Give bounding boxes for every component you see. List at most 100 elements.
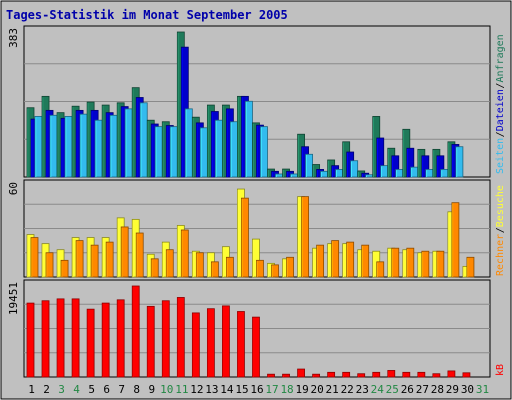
- x-tick-label: 19: [295, 383, 308, 396]
- bar-middle-rechner-day-30: [466, 256, 475, 278]
- x-tick-label: 29: [446, 383, 459, 396]
- bar-middle-rechner-day-11: [180, 229, 189, 278]
- x-tick-label: 24: [371, 383, 385, 396]
- x-tick-label: 9: [148, 383, 155, 396]
- bar-middle-rechner-day-13: [210, 261, 219, 278]
- panel-top: 383: [7, 25, 491, 178]
- bar-middle-rechner-day-29: [451, 202, 460, 278]
- bar-middle-besuche-day-16: [252, 238, 260, 278]
- bar-middle-rechner-day-17: [271, 264, 279, 278]
- bar-top-dateien-day-27: [421, 155, 430, 178]
- x-tick-label: 27: [416, 383, 429, 396]
- bar-middle-rechner-day-4: [75, 240, 84, 278]
- bar-middle-rechner-day-6: [105, 241, 114, 278]
- legend-separator: /: [495, 131, 506, 137]
- legend-entry-dateien: Dateien: [495, 89, 506, 131]
- bar-bottom-kb-day-22: [342, 371, 351, 378]
- bar-bottom-kb-day-6: [101, 302, 110, 378]
- legend-separator: /: [495, 227, 506, 233]
- x-axis: 1 2 3 4 5 6 7 8 9 10 11 12 13 14 15 16 17 18 19 20 21 22 23 24 2…: [28, 383, 489, 396]
- bar-top-dateien-day-26: [406, 147, 415, 178]
- bar-bottom-kb-day-28: [432, 373, 441, 378]
- legend-separator: /: [495, 83, 506, 89]
- bar-middle-rechner-day-28: [436, 250, 445, 278]
- bar-middle-rechner-day-7: [120, 226, 129, 278]
- bar-top-dateien-day-28: [436, 155, 445, 178]
- x-tick-label: 14: [220, 383, 234, 396]
- bar-middle-rechner-day-27: [421, 250, 430, 278]
- bar-middle-rechner-day-10: [165, 249, 174, 278]
- bar-middle-rechner-day-2: [45, 252, 54, 278]
- bar-bottom-kb-day-3: [56, 298, 65, 378]
- x-tick-label: 8: [133, 383, 140, 396]
- bar-middle-rechner-day-1: [30, 237, 39, 278]
- x-tick-label: 20: [311, 383, 324, 396]
- bar-bottom-kb-day-21: [327, 371, 336, 378]
- bar-bottom-kb-day-5: [86, 308, 95, 378]
- bar-bottom-kb-day-27: [417, 371, 426, 378]
- panel-bottom: 19451: [7, 279, 491, 378]
- panels-layer: 383 60 19451: [7, 25, 491, 378]
- bar-bottom-kb-day-18: [282, 373, 290, 378]
- bar-bottom-kb-day-16: [252, 316, 260, 378]
- bar-middle-rechner-day-21: [331, 240, 340, 278]
- legend-entry-besuche: Besuche: [495, 185, 506, 227]
- bar-middle-rechner-day-16: [256, 259, 264, 278]
- bar-middle-rechner-day-12: [195, 252, 204, 278]
- bar-middle-rechner-day-25: [391, 247, 400, 278]
- x-tick-label: 5: [88, 383, 95, 396]
- bar-bottom-kb-day-8: [131, 285, 140, 378]
- bar-middle-rechner-day-26: [406, 247, 415, 278]
- legend-entry-rechner: Rechner: [495, 234, 506, 276]
- legend-entry-anfragen: Anfragen: [495, 34, 506, 82]
- x-tick-label: 13: [205, 383, 218, 396]
- x-tick-label: 22: [341, 383, 354, 396]
- bar-bottom-kb-day-20: [312, 373, 321, 378]
- bar-middle-rechner-day-22: [346, 241, 355, 278]
- panel-middle: 60: [7, 179, 491, 278]
- bar-bottom-kb-day-9: [146, 305, 155, 378]
- x-tick-label: 18: [280, 383, 293, 396]
- bar-middle-rechner-day-3: [60, 259, 69, 278]
- bar-top-dateien-day-24: [376, 137, 385, 178]
- x-tick-label: 16: [250, 383, 263, 396]
- x-tick-label: 10: [160, 383, 173, 396]
- bar-top-seiten-day-16: [260, 126, 268, 178]
- bar-bottom-kb-day-10: [161, 300, 170, 378]
- bar-middle-rechner-day-20: [316, 244, 325, 278]
- panel-middle-ymax-label: 60: [7, 182, 20, 195]
- x-tick-label: 30: [461, 383, 474, 396]
- bar-bottom-kb-day-7: [116, 299, 125, 378]
- x-tick-label: 12: [190, 383, 203, 396]
- bar-middle-rechner-day-18: [286, 256, 294, 278]
- x-tick-label: 28: [431, 383, 444, 396]
- bar-bottom-kb-day-2: [41, 300, 50, 378]
- x-tick-label: 1: [28, 383, 35, 396]
- bar-bottom-kb-day-23: [357, 373, 366, 378]
- panel-bottom-ymax-label: 19451: [7, 282, 20, 315]
- panel-top-ymax-label: 383: [7, 28, 20, 48]
- x-tick-label: 6: [103, 383, 110, 396]
- bar-middle-rechner-day-19: [301, 196, 309, 278]
- bar-bottom-kb-day-1: [26, 302, 35, 378]
- legend-entry-seiten: Seiten: [495, 138, 506, 174]
- bar-bottom-kb-day-25: [387, 370, 396, 378]
- bar-middle-rechner-day-9: [150, 258, 159, 278]
- x-tick-label: 26: [401, 383, 414, 396]
- x-tick-label: 2: [43, 383, 50, 396]
- x-tick-label: 11: [175, 383, 188, 396]
- bar-bottom-kb-day-11: [176, 297, 185, 378]
- bar-middle-rechner-day-14: [226, 256, 234, 278]
- bar-bottom-kb-day-4: [71, 298, 80, 378]
- bar-top-seiten-day-29: [455, 146, 464, 178]
- bar-middle-rechner-day-15: [241, 197, 249, 278]
- bar-bottom-kb-day-30: [462, 372, 471, 378]
- legend-entry-kb: kB: [495, 364, 506, 376]
- x-tick-label: 3: [58, 383, 65, 396]
- bar-middle-rechner-day-5: [90, 244, 99, 278]
- x-tick-label: 7: [118, 383, 125, 396]
- bar-top-dateien-day-25: [391, 155, 400, 178]
- x-tick-label: 23: [356, 383, 369, 396]
- bar-bottom-kb-day-26: [402, 371, 411, 378]
